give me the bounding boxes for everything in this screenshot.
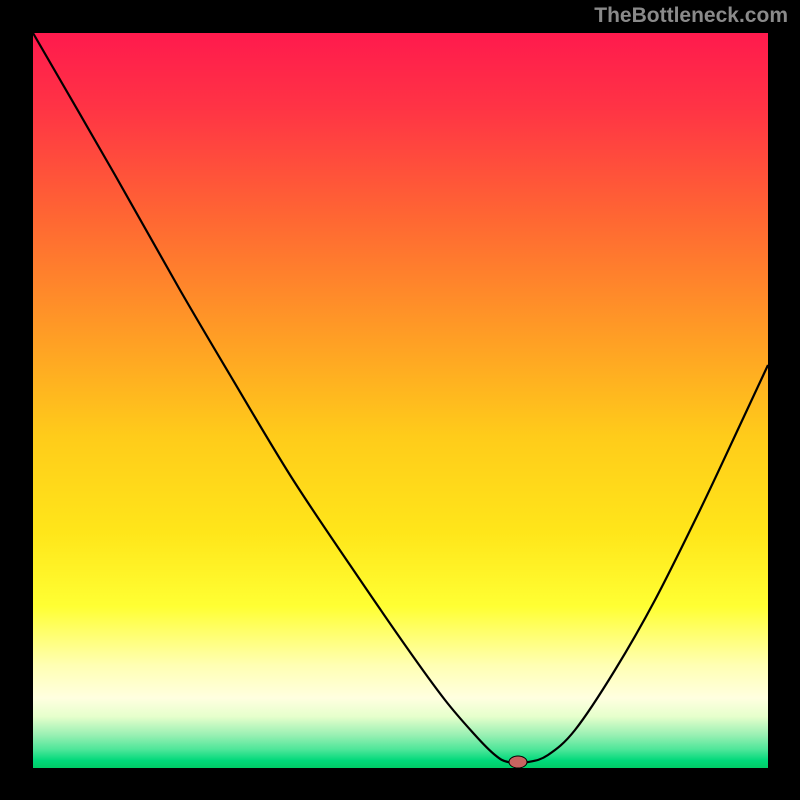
watermark-text: TheBottleneck.com — [594, 4, 788, 28]
chart-container: TheBottleneck.com — [0, 0, 800, 800]
optimal-point-marker — [509, 756, 527, 768]
gradient-background — [33, 33, 768, 768]
bottleneck-chart — [0, 0, 800, 800]
